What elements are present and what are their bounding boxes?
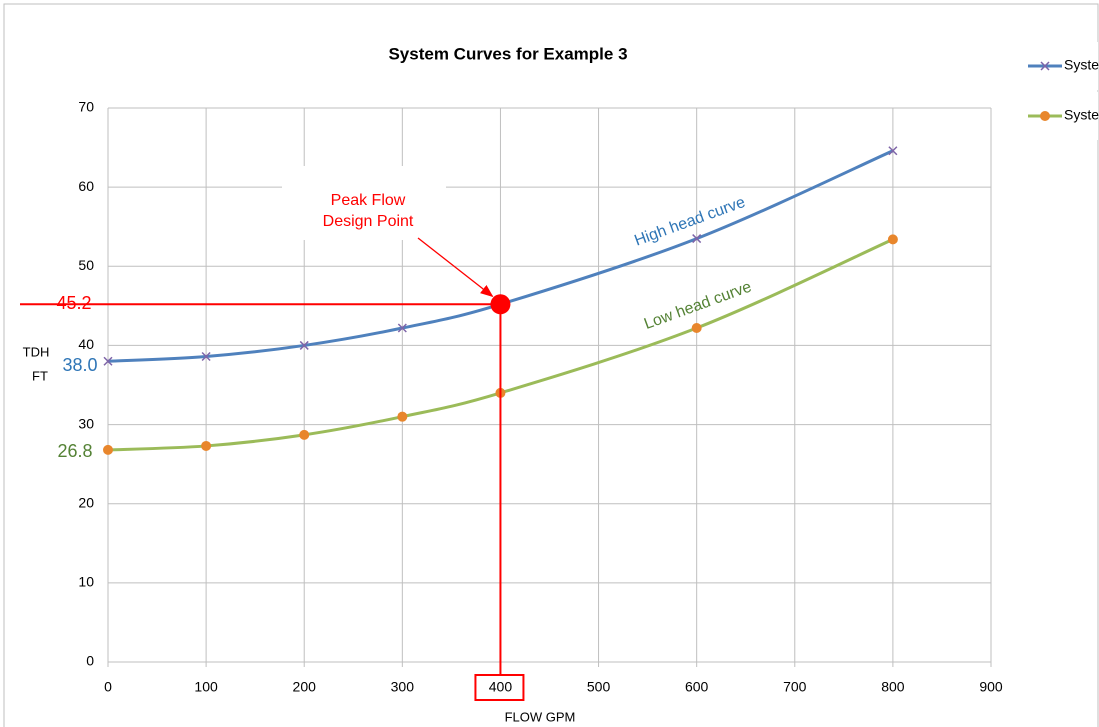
marker <box>201 351 211 362</box>
grid <box>107 107 992 667</box>
y-tick-label: 30 <box>78 415 94 431</box>
marker <box>397 323 407 333</box>
annotation: 38.0 <box>62 355 97 375</box>
y-tick-label: 60 <box>78 178 94 194</box>
marker <box>299 340 309 350</box>
marker <box>888 146 898 156</box>
marker <box>397 411 408 422</box>
annotation-arrow <box>417 237 494 298</box>
series-line <box>107 238 894 452</box>
annotation-box <box>282 166 446 240</box>
x-tick-label: 300 <box>391 679 415 695</box>
marker <box>103 444 113 455</box>
x-tick-label: 400 <box>489 679 513 695</box>
y-tick-label: 50 <box>78 257 94 273</box>
lines <box>103 146 898 455</box>
chart-title: System Curves for Example 3 <box>388 44 627 63</box>
marker <box>691 323 702 334</box>
legend-label: System Min <box>1064 107 1099 123</box>
legend-marker <box>1040 61 1050 71</box>
design-point-value: 45.2 <box>56 293 91 313</box>
x-tick-label: 500 <box>587 679 611 695</box>
chart-border <box>3 3 1099 727</box>
annotation: Peak Flow <box>331 192 406 209</box>
marker <box>299 429 310 440</box>
x-tick-label: 800 <box>881 679 905 695</box>
marker <box>201 440 212 451</box>
y-tick-label: 70 <box>78 99 94 115</box>
y-tick-label: 20 <box>78 494 94 510</box>
design-point <box>490 294 511 315</box>
x-tick-label: 900 <box>979 679 1003 695</box>
annotation: 26.8 <box>57 441 92 461</box>
marker <box>887 234 898 245</box>
x-tick-label: 600 <box>685 679 709 695</box>
annotation: Design Point <box>323 213 414 230</box>
x-tick-label: 100 <box>194 679 218 695</box>
legend-label: System Max <box>1064 57 1099 73</box>
legend-marker <box>1040 111 1050 121</box>
y-tick-label: 0 <box>86 653 94 669</box>
highlight-box <box>474 674 525 701</box>
y-axis-label: TDH <box>23 344 50 359</box>
y-tick-label: 10 <box>78 574 94 590</box>
series-line <box>107 149 894 363</box>
x-axis-label: FLOW GPM <box>505 709 576 724</box>
marker <box>103 356 113 366</box>
x-tick-label: 700 <box>783 679 807 695</box>
y-axis-label: FT <box>32 368 48 383</box>
y-tick-label: 40 <box>78 336 94 352</box>
x-tick-label: 200 <box>293 679 317 695</box>
marker <box>692 234 702 244</box>
x-tick-label: 0 <box>104 679 112 695</box>
